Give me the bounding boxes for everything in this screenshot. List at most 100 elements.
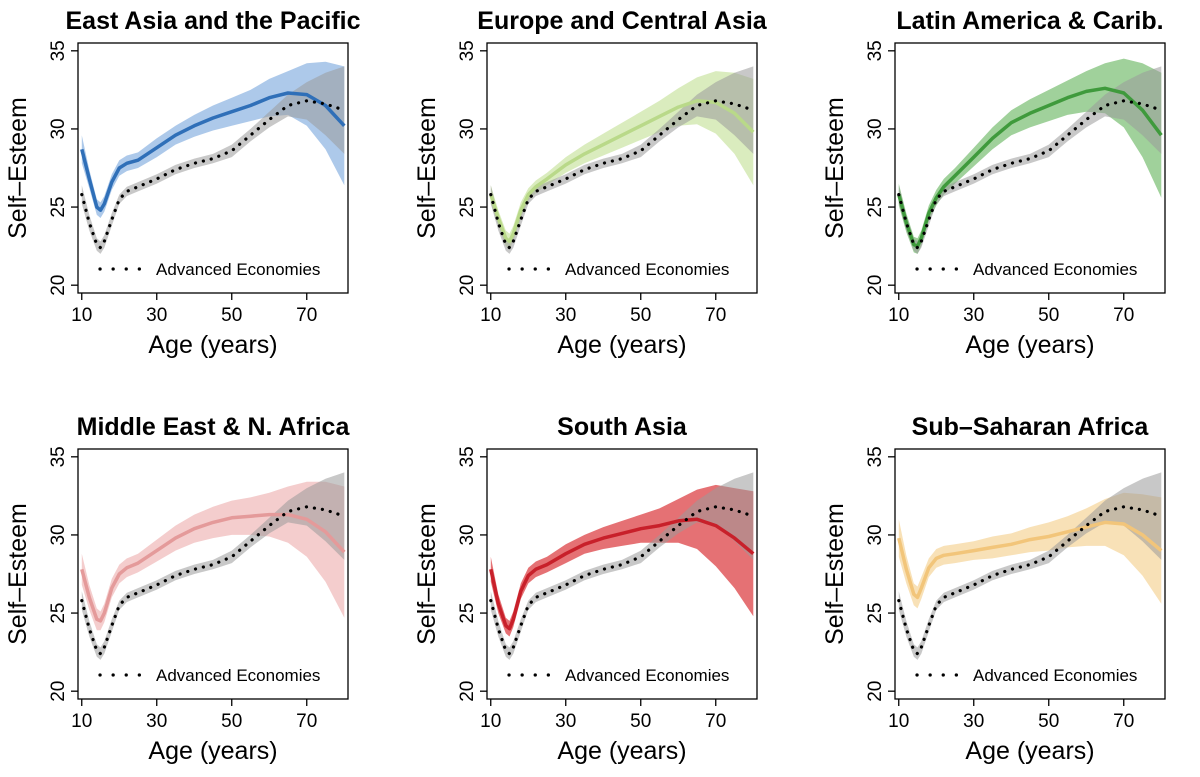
x-tick-label: 30: [146, 711, 167, 732]
y-axis-title: Self–Esteem: [413, 503, 441, 645]
y-tick-label: 20: [865, 275, 886, 296]
region-series-line: [489, 99, 755, 244]
panel-4: Middle East & N. Africa 10 30 50 70 20 25 30 35 A…: [4, 413, 350, 765]
x-axis-title: Age (years): [965, 331, 1094, 359]
x-tick-label: 30: [146, 305, 167, 326]
x-tick-label: 30: [555, 305, 576, 326]
y-axis-title: Self–Esteem: [4, 503, 32, 645]
legend-label: Advanced Economies: [565, 666, 729, 685]
panel-3: Latin America & Carib. 10 30 50 70 20 25 30 35 Ag…: [821, 7, 1166, 359]
x-tick-label: 70: [705, 305, 726, 326]
legend-label: Advanced Economies: [156, 666, 320, 685]
plot-frame: [486, 448, 758, 700]
panel-5: South Asia 10 30 50 70 20 25 30 35 Age (years) Sel…: [413, 413, 758, 765]
y-tick-label: 30: [457, 118, 478, 139]
legend-label: Advanced Economies: [156, 260, 320, 279]
x-tick-label: 50: [1038, 711, 1059, 732]
panel-title: Middle East & N. Africa: [77, 413, 351, 441]
reference-series-line: [489, 99, 755, 251]
x-axis-title: Age (years): [148, 331, 277, 359]
x-tick-label: 10: [480, 305, 501, 326]
panel-title: East Asia and the Pacific: [65, 7, 360, 35]
reference-confidence-band: [898, 66, 1162, 254]
x-tick-label: 70: [296, 711, 317, 732]
y-tick-label: 20: [457, 275, 478, 296]
region-series-line: [897, 86, 1163, 248]
x-tick-label: 30: [963, 305, 984, 326]
x-axis-title: Age (years): [557, 737, 686, 765]
y-tick-label: 30: [865, 118, 886, 139]
y-axis-title: Self–Esteem: [4, 97, 32, 239]
plot-frame: [77, 448, 349, 700]
region-series-line: [80, 91, 346, 212]
panel-title: South Asia: [557, 413, 688, 441]
reference-series-line: [897, 99, 1163, 251]
y-tick-label: 30: [48, 524, 69, 545]
y-axis-title: Self–Esteem: [821, 503, 849, 645]
x-tick-label: 50: [221, 305, 242, 326]
y-axis-title: Self–Esteem: [413, 97, 441, 239]
plot-frame: [77, 42, 349, 294]
y-tick-label: 20: [48, 275, 69, 296]
panel-1: East Asia and the Pacific 10 30 50 70 20 25 30 3…: [4, 7, 361, 359]
x-tick-label: 70: [1113, 305, 1134, 326]
x-tick-label: 50: [630, 305, 651, 326]
x-tick-label: 10: [888, 711, 909, 732]
plot-frame: [486, 42, 758, 294]
reference-confidence-band: [490, 66, 754, 254]
y-tick-label: 35: [865, 446, 886, 467]
x-tick-label: 70: [296, 305, 317, 326]
y-tick-label: 25: [457, 196, 478, 217]
y-tick-label: 20: [865, 681, 886, 702]
y-axis-title: Self–Esteem: [821, 97, 849, 239]
x-tick-label: 10: [71, 305, 92, 326]
x-tick-label: 50: [630, 711, 651, 732]
x-tick-label: 10: [480, 711, 501, 732]
reference-series-line: [80, 99, 346, 251]
x-tick-label: 50: [221, 711, 242, 732]
plot-frame: [894, 42, 1166, 294]
x-tick-label: 70: [1113, 711, 1134, 732]
panel-2: Europe and Central Asia 10 30 50 70 20 25 30 35 A…: [413, 7, 768, 359]
legend-label: Advanced Economies: [973, 666, 1137, 685]
legend-label: Advanced Economies: [973, 260, 1137, 279]
reference-confidence-band: [490, 472, 754, 660]
y-tick-label: 35: [48, 446, 69, 467]
x-tick-label: 10: [71, 711, 92, 732]
x-tick-label: 30: [963, 711, 984, 732]
y-tick-label: 20: [457, 681, 478, 702]
x-axis-title: Age (years): [557, 331, 686, 359]
plot-frame: [894, 448, 1166, 700]
panel-title: Latin America & Carib.: [896, 7, 1163, 35]
y-tick-label: 35: [48, 40, 69, 61]
x-tick-label: 50: [1038, 305, 1059, 326]
y-tick-label: 25: [48, 196, 69, 217]
panel-title: Europe and Central Asia: [477, 7, 768, 35]
reference-series-line: [80, 505, 346, 657]
x-axis-title: Age (years): [148, 737, 277, 765]
reference-series-line: [897, 505, 1163, 657]
panel-title: Sub–Saharan Africa: [912, 413, 1150, 441]
x-tick-label: 10: [888, 305, 909, 326]
x-tick-label: 30: [555, 711, 576, 732]
y-tick-label: 25: [48, 602, 69, 623]
x-axis-title: Age (years): [965, 737, 1094, 765]
y-tick-label: 35: [865, 40, 886, 61]
y-tick-label: 25: [457, 602, 478, 623]
y-tick-label: 30: [865, 524, 886, 545]
region-series-line: [489, 517, 755, 631]
region-confidence-band: [81, 61, 345, 218]
legend-label: Advanced Economies: [565, 260, 729, 279]
x-tick-label: 70: [705, 711, 726, 732]
y-tick-label: 30: [48, 118, 69, 139]
y-tick-label: 25: [865, 602, 886, 623]
y-tick-label: 30: [457, 524, 478, 545]
y-tick-label: 35: [457, 446, 478, 467]
y-tick-label: 35: [457, 40, 478, 61]
reference-series-line: [489, 505, 755, 657]
y-tick-label: 20: [48, 681, 69, 702]
y-tick-label: 25: [865, 196, 886, 217]
panel-6: Sub–Saharan Africa 10 30 50 70 20 25 30 35 Age (y…: [821, 413, 1166, 765]
region-series-line: [897, 520, 1163, 600]
